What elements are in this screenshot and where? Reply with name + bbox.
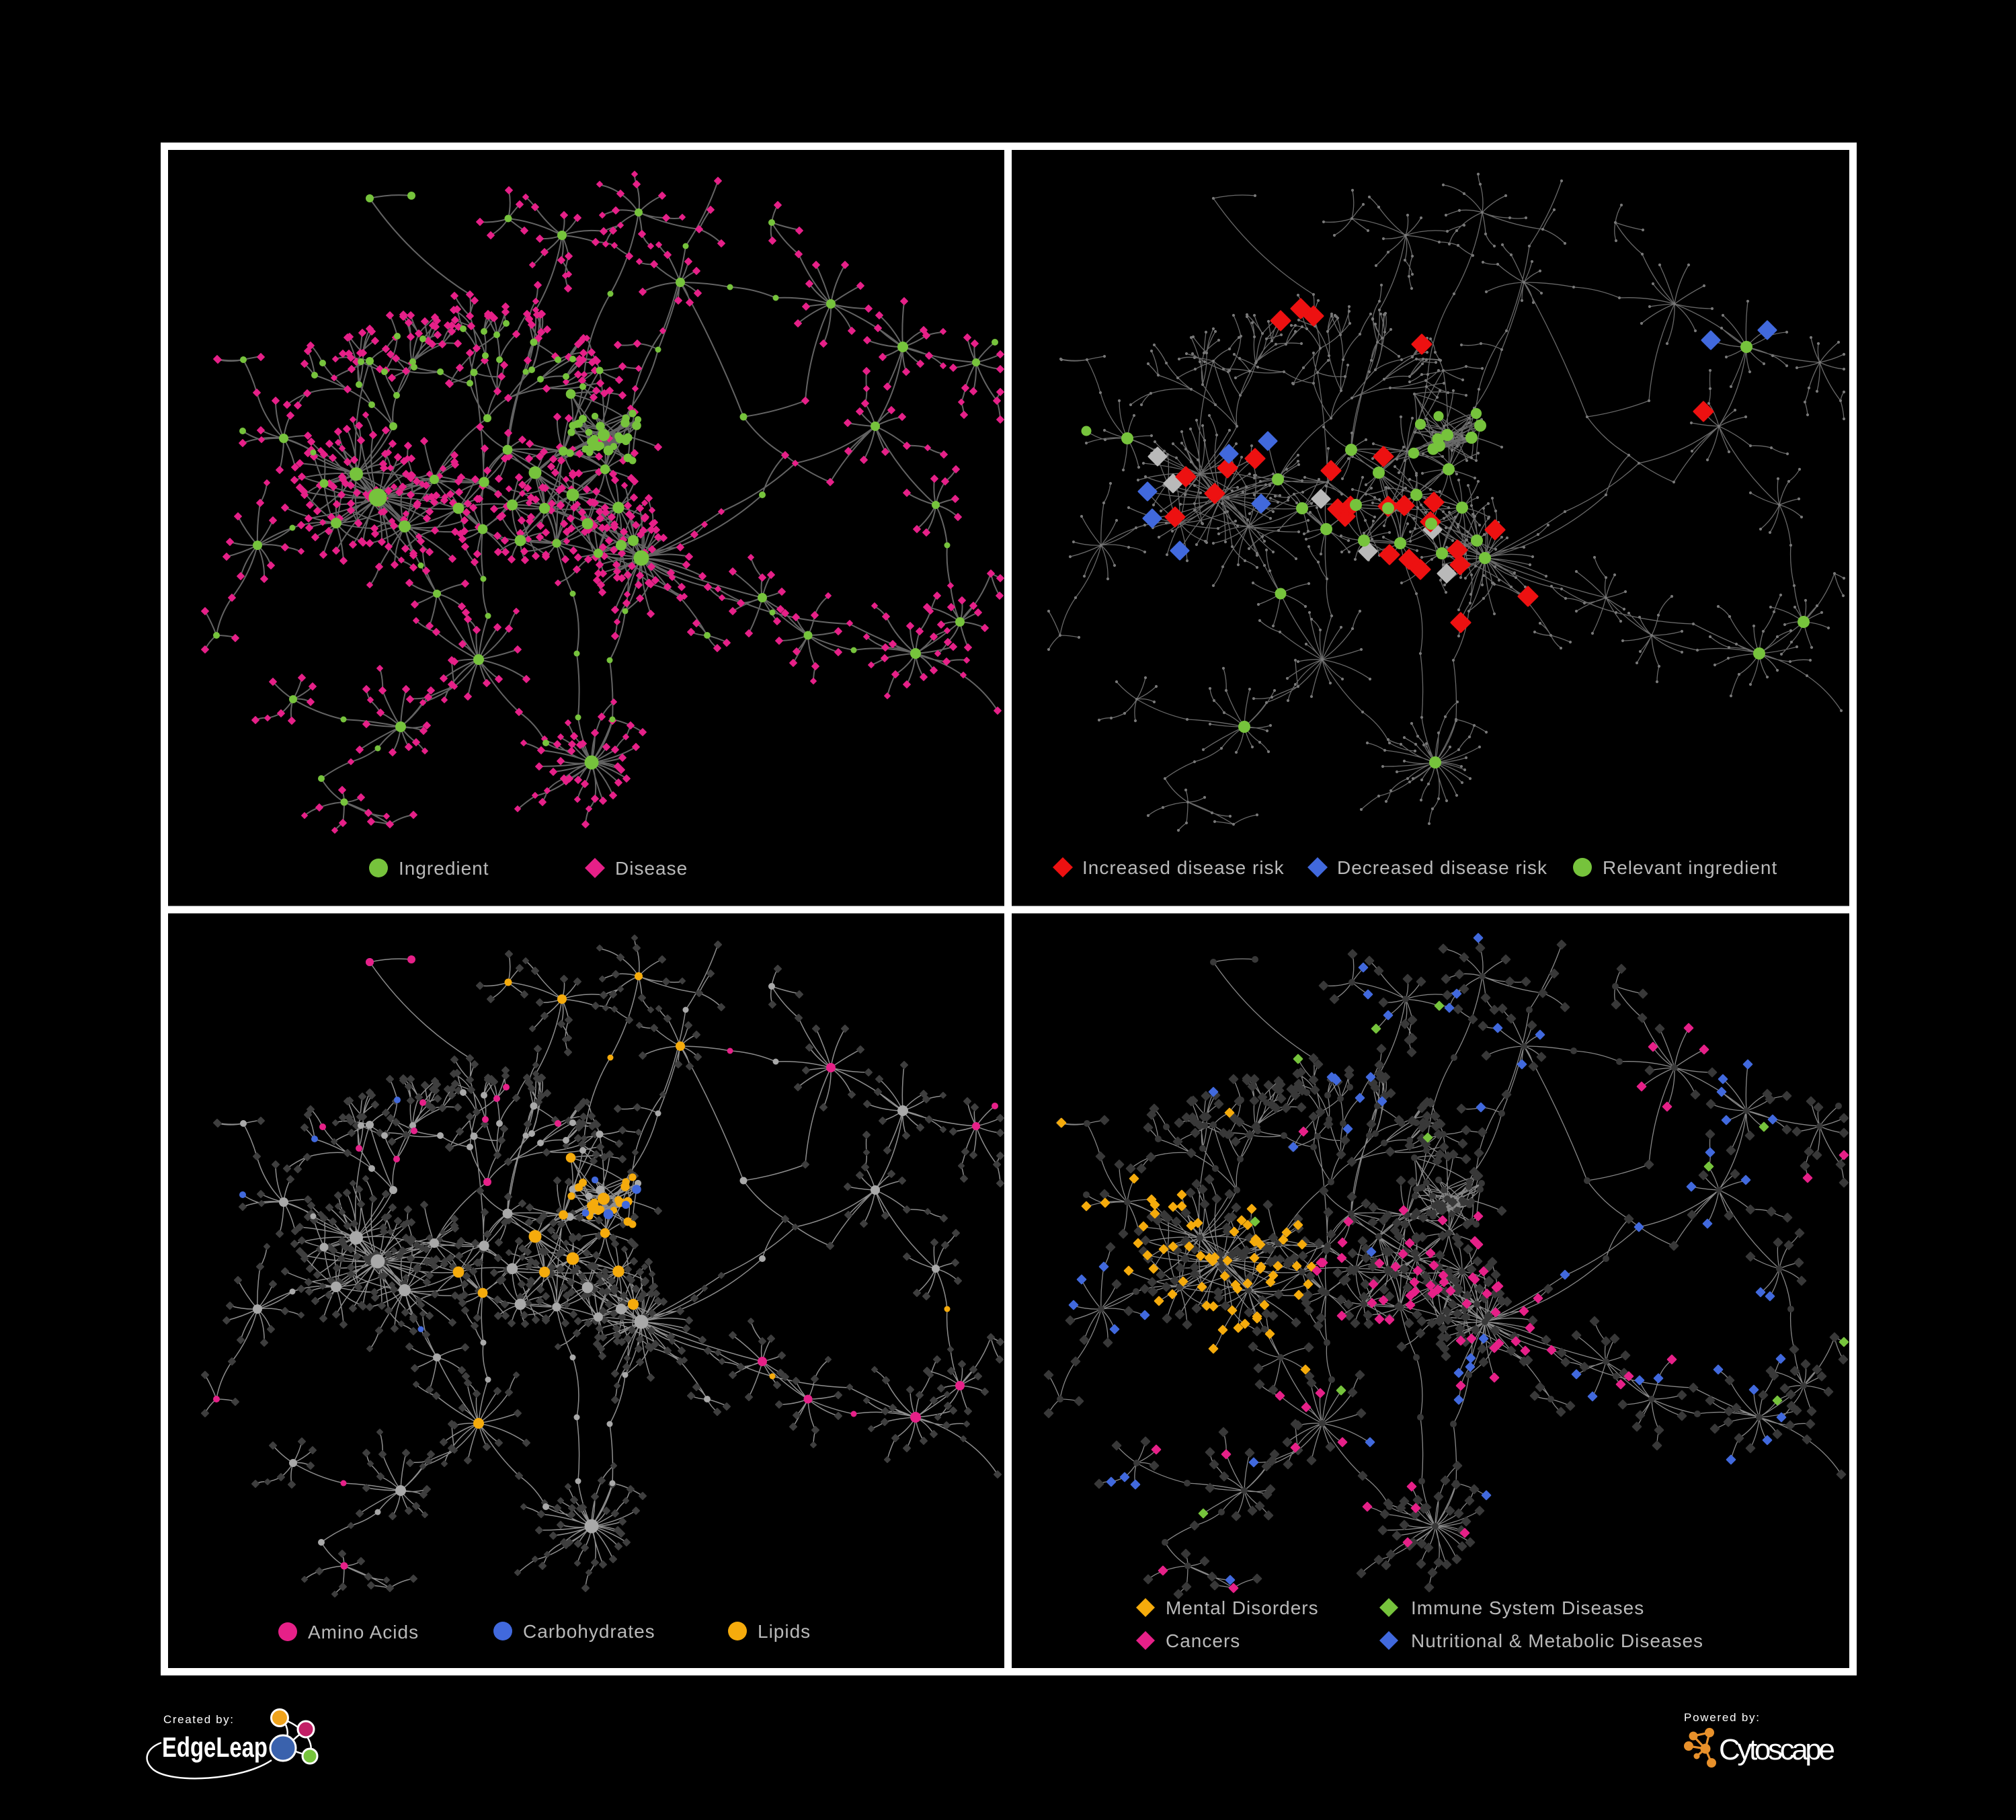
svg-text:Carbohydrates: Carbohydrates [523, 1621, 655, 1642]
svg-text:EdgeLeap: EdgeLeap [162, 1731, 268, 1763]
svg-text:Amino Acids: Amino Acids [308, 1622, 419, 1643]
svg-text:Nutritional & Metabolic Diseas: Nutritional & Metabolic Diseases [1411, 1630, 1703, 1651]
svg-text:Created by:: Created by: [163, 1713, 233, 1726]
svg-text:Ingredient: Ingredient [399, 858, 489, 879]
svg-text:Mental Disorders: Mental Disorders [1166, 1597, 1319, 1618]
svg-text:Cytoscape: Cytoscape [1719, 1733, 1835, 1766]
svg-text:Lipids: Lipids [758, 1621, 811, 1642]
svg-text:Disease: Disease [615, 858, 688, 879]
svg-text:Relevant ingredient: Relevant ingredient [1603, 857, 1777, 878]
svg-text:Cancers: Cancers [1166, 1630, 1240, 1651]
svg-text:Decreased disease risk: Decreased disease risk [1337, 857, 1547, 878]
svg-text:Powered by:: Powered by: [1684, 1711, 1759, 1724]
svg-text:Immune System Diseases: Immune System Diseases [1411, 1597, 1644, 1618]
svg-text:Increased disease risk: Increased disease risk [1082, 857, 1285, 878]
